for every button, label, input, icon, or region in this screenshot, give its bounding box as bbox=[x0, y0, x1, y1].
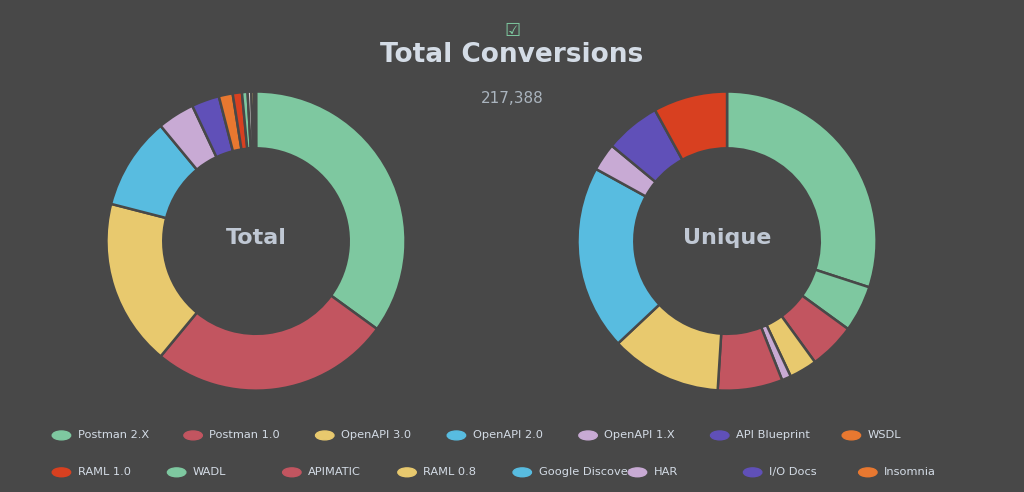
Wedge shape bbox=[718, 327, 782, 391]
Text: Insomnia: Insomnia bbox=[885, 467, 936, 477]
Text: OpenAPI 1.X: OpenAPI 1.X bbox=[604, 430, 675, 440]
Text: APIMATIC: APIMATIC bbox=[308, 467, 361, 477]
Text: RAML 1.0: RAML 1.0 bbox=[78, 467, 131, 477]
Text: Google Discovery: Google Discovery bbox=[539, 467, 639, 477]
Text: Postman 2.X: Postman 2.X bbox=[78, 430, 148, 440]
Wedge shape bbox=[242, 92, 251, 149]
Wedge shape bbox=[251, 92, 255, 149]
Wedge shape bbox=[232, 92, 247, 150]
Text: API Blueprint: API Blueprint bbox=[736, 430, 810, 440]
Text: OpenAPI 3.0: OpenAPI 3.0 bbox=[341, 430, 412, 440]
Wedge shape bbox=[106, 204, 197, 356]
Wedge shape bbox=[727, 92, 877, 287]
Text: I/O Docs: I/O Docs bbox=[769, 467, 817, 477]
Text: 217,388: 217,388 bbox=[480, 91, 544, 106]
Text: Postman 1.0: Postman 1.0 bbox=[210, 430, 281, 440]
Wedge shape bbox=[248, 92, 253, 149]
Wedge shape bbox=[802, 270, 869, 329]
Text: OpenAPI 2.0: OpenAPI 2.0 bbox=[473, 430, 543, 440]
Text: WADL: WADL bbox=[194, 467, 226, 477]
Text: HAR: HAR bbox=[654, 467, 678, 477]
Text: WSDL: WSDL bbox=[867, 430, 901, 440]
Wedge shape bbox=[193, 96, 232, 157]
Wedge shape bbox=[256, 92, 406, 329]
Wedge shape bbox=[596, 146, 655, 196]
Text: Total: Total bbox=[225, 228, 287, 248]
Wedge shape bbox=[112, 126, 197, 218]
Text: RAML 0.8: RAML 0.8 bbox=[424, 467, 476, 477]
Text: Unique: Unique bbox=[683, 228, 771, 248]
Wedge shape bbox=[618, 305, 721, 390]
Text: Total Conversions: Total Conversions bbox=[380, 42, 644, 68]
Wedge shape bbox=[611, 110, 682, 182]
Wedge shape bbox=[161, 296, 377, 391]
Wedge shape bbox=[781, 296, 848, 362]
Wedge shape bbox=[761, 325, 791, 380]
Wedge shape bbox=[578, 169, 659, 343]
Wedge shape bbox=[254, 92, 255, 149]
Wedge shape bbox=[655, 92, 727, 160]
Wedge shape bbox=[219, 93, 242, 151]
Wedge shape bbox=[161, 106, 216, 170]
Text: ☑: ☑ bbox=[504, 22, 520, 40]
Wedge shape bbox=[767, 316, 815, 376]
